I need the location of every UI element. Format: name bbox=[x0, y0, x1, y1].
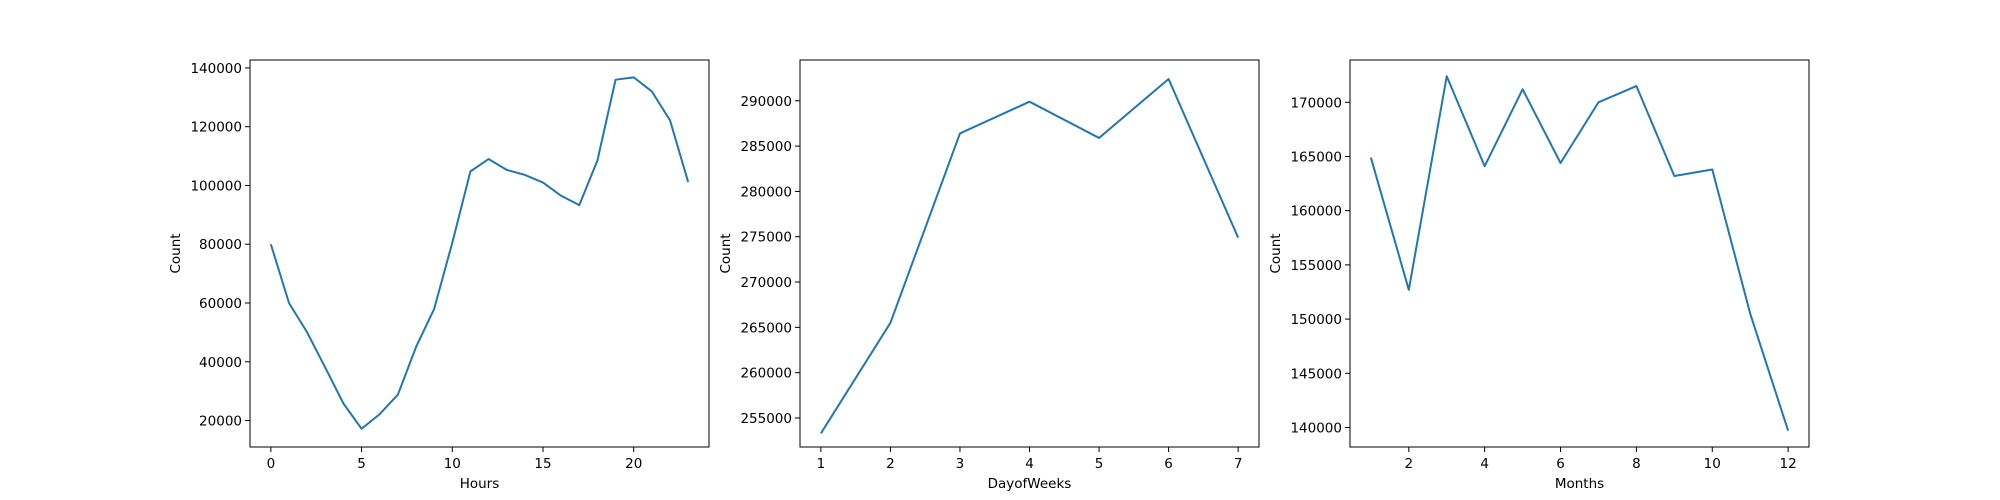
dayofweeks-x-tick-label: 4 bbox=[1025, 456, 1034, 472]
months-y-tick-label: 140000 bbox=[1290, 420, 1342, 436]
hours-y-axis-label: Count bbox=[168, 233, 184, 273]
hours-x-axis-label: Hours bbox=[460, 476, 500, 492]
months-x-tick-label: 8 bbox=[1632, 456, 1641, 472]
hours-y-tick-label: 20000 bbox=[199, 414, 242, 430]
hours-y-tick-label: 80000 bbox=[199, 237, 242, 253]
hours-y-tick-label: 100000 bbox=[190, 178, 242, 194]
months-chart: 2 4 6 8 10 12 140000 145000 150000 155000 160000 16… bbox=[1268, 59, 1810, 492]
dayofweeks-x-tick-label: 3 bbox=[956, 456, 965, 472]
dayofweeks-y-tick-label: 285000 bbox=[740, 139, 792, 155]
hours-plot-frame bbox=[249, 59, 710, 448]
hours-x-tick-label: 5 bbox=[357, 456, 366, 472]
hours-x-tick-label: 20 bbox=[625, 456, 642, 472]
dayofweeks-x-axis-label: DayofWeeks bbox=[988, 476, 1072, 492]
months-x-tick-label: 4 bbox=[1480, 456, 1489, 472]
dayofweeks-series-line bbox=[820, 78, 1240, 434]
months-plot-frame bbox=[1349, 59, 1810, 448]
months-y-tick-label: 170000 bbox=[1290, 95, 1342, 111]
months-y-tick-label: 155000 bbox=[1290, 258, 1342, 274]
months-y-axis-label: Count bbox=[1268, 233, 1284, 273]
hours-y-tick-label: 140000 bbox=[190, 61, 242, 77]
dayofweeks-x-tick-label: 6 bbox=[1164, 456, 1173, 472]
hours-x-tick-label: 10 bbox=[444, 456, 461, 472]
dayofweeks-y-tick-label: 255000 bbox=[740, 411, 792, 427]
months-x-tick-label: 2 bbox=[1405, 456, 1414, 472]
hours-y-tick-label: 40000 bbox=[199, 355, 242, 371]
months-y-tick-label: 150000 bbox=[1290, 312, 1342, 328]
hours-y-tick-label: 60000 bbox=[199, 296, 242, 312]
dayofweeks-chart: 1 2 3 4 5 6 7 255000 260000 265000 270000 275000 280… bbox=[718, 59, 1260, 492]
dayofweeks-y-tick-label: 280000 bbox=[740, 184, 792, 200]
dayofweeks-x-tick-label: 7 bbox=[1234, 456, 1243, 472]
months-y-tick-label: 145000 bbox=[1290, 366, 1342, 382]
hours-x-tick-label: 0 bbox=[267, 456, 276, 472]
dayofweeks-y-tick-label: 260000 bbox=[740, 366, 792, 382]
dayofweeks-y-tick-label: 290000 bbox=[740, 94, 792, 110]
hours-x-tick-label: 15 bbox=[534, 456, 551, 472]
months-x-tick-label: 6 bbox=[1556, 456, 1565, 472]
dayofweeks-y-tick-label: 265000 bbox=[740, 320, 792, 336]
dayofweeks-y-tick-label: 275000 bbox=[740, 230, 792, 246]
months-x-tick-label: 12 bbox=[1780, 456, 1797, 472]
hours-chart: 0 5 10 15 20 20000 40000 60000 80000 100000 120000… bbox=[168, 59, 710, 492]
dayofweeks-plot-frame bbox=[799, 59, 1260, 448]
dayofweeks-x-tick-label: 2 bbox=[886, 456, 895, 472]
hours-series-line bbox=[269, 76, 690, 430]
months-series-line bbox=[1369, 75, 1790, 432]
months-y-tick-label: 165000 bbox=[1290, 149, 1342, 165]
dayofweeks-y-tick-label: 270000 bbox=[740, 275, 792, 291]
dayofweeks-x-tick-label: 5 bbox=[1095, 456, 1104, 472]
hours-y-tick-label: 120000 bbox=[190, 120, 242, 136]
months-x-tick-label: 10 bbox=[1704, 456, 1721, 472]
dayofweeks-x-tick-label: 1 bbox=[817, 456, 826, 472]
dayofweeks-y-axis-label: Count bbox=[718, 233, 734, 273]
months-x-axis-label: Months bbox=[1555, 476, 1604, 492]
months-y-tick-label: 160000 bbox=[1290, 204, 1342, 220]
